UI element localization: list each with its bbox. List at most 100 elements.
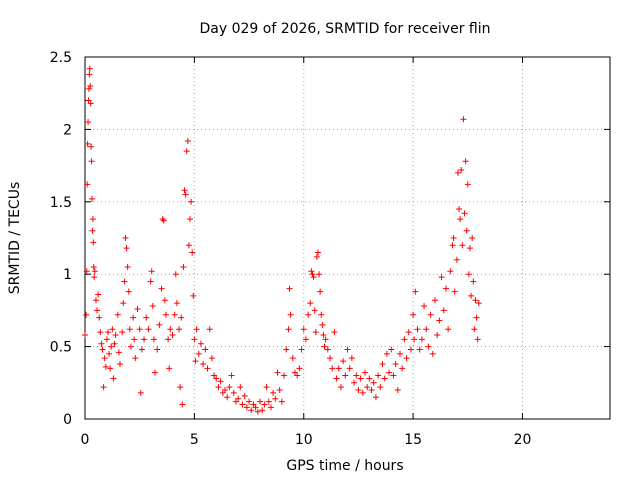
- data-point: [399, 365, 406, 372]
- data-point: [423, 326, 430, 333]
- data-point: [294, 372, 301, 379]
- data-point: [403, 355, 410, 362]
- data-point: [185, 242, 192, 249]
- data-point: [307, 300, 314, 307]
- data-point: [267, 404, 274, 411]
- y-tick-label: 0.5: [50, 340, 72, 356]
- data-point: [111, 340, 118, 347]
- data-point: [178, 314, 185, 321]
- data-point: [88, 143, 95, 150]
- y-tick-label: 0: [63, 412, 72, 428]
- data-point: [337, 384, 344, 391]
- data-point: [134, 305, 141, 312]
- x-axis-label: GPS time / hours: [286, 458, 403, 474]
- data-point: [152, 369, 158, 376]
- data-point: [322, 336, 329, 343]
- data-point: [86, 65, 93, 72]
- data-point: [377, 384, 384, 391]
- data-points: [82, 65, 482, 415]
- data-point: [362, 369, 368, 376]
- data-point: [425, 343, 432, 350]
- data-point: [252, 404, 259, 411]
- data-point: [213, 375, 220, 382]
- data-point: [91, 274, 98, 281]
- data-point: [181, 187, 188, 194]
- data-point: [176, 326, 183, 333]
- data-point: [106, 350, 113, 357]
- data-point: [436, 317, 443, 324]
- data-point: [83, 311, 90, 318]
- data-point: [149, 303, 156, 310]
- data-point: [296, 365, 303, 372]
- data-point: [183, 148, 190, 155]
- data-point: [472, 297, 479, 304]
- data-point: [405, 329, 412, 336]
- data-point: [102, 363, 109, 370]
- data-point: [379, 360, 386, 367]
- grid-lines: [85, 57, 610, 419]
- data-point: [327, 355, 333, 362]
- data-point: [310, 274, 317, 281]
- data-point: [132, 355, 139, 362]
- data-point: [89, 195, 95, 202]
- data-point: [465, 271, 472, 278]
- data-point: [248, 407, 255, 414]
- data-point: [412, 288, 419, 295]
- data-point: [464, 181, 471, 188]
- data-point: [94, 307, 101, 314]
- data-point: [98, 340, 105, 347]
- data-point: [141, 336, 148, 343]
- y-tick-labels: 0 0.5 1 1.5 2 2.5: [50, 50, 72, 428]
- data-point: [95, 291, 102, 298]
- data-point: [90, 239, 97, 246]
- data-point: [454, 169, 461, 176]
- data-point: [187, 216, 193, 223]
- data-point: [390, 372, 397, 379]
- data-point: [87, 100, 94, 107]
- data-point: [91, 268, 98, 275]
- data-point: [85, 85, 92, 92]
- data-point: [86, 71, 93, 78]
- data-point: [368, 387, 375, 394]
- data-point: [84, 181, 91, 188]
- data-point: [355, 387, 362, 394]
- data-point: [442, 285, 449, 292]
- data-point: [461, 210, 468, 217]
- data-point: [154, 346, 161, 353]
- data-point: [160, 217, 167, 224]
- data-point: [383, 350, 390, 357]
- data-point: [162, 311, 169, 318]
- data-point: [470, 278, 477, 285]
- data-point: [123, 245, 130, 252]
- data-point: [309, 271, 316, 278]
- data-point: [287, 311, 294, 318]
- data-point: [121, 278, 128, 285]
- data-point: [335, 365, 342, 372]
- data-point: [416, 346, 423, 353]
- data-point: [392, 360, 399, 367]
- data-point: [414, 326, 421, 333]
- data-point: [473, 314, 480, 321]
- data-point: [351, 379, 358, 386]
- data-point: [342, 372, 349, 379]
- data-point: [147, 278, 154, 285]
- data-point: [261, 401, 268, 408]
- data-point: [259, 407, 266, 414]
- data-point: [372, 394, 379, 401]
- data-point: [321, 343, 328, 350]
- data-point: [407, 346, 414, 353]
- data-point: [83, 268, 90, 275]
- data-point: [432, 297, 438, 304]
- data-point: [427, 311, 434, 318]
- data-point: [272, 395, 279, 402]
- data-point: [283, 346, 290, 353]
- data-point: [311, 307, 318, 314]
- data-point: [317, 288, 324, 295]
- data-point: [100, 384, 107, 391]
- data-point: [329, 365, 336, 372]
- data-point: [344, 346, 351, 353]
- data-point: [101, 355, 108, 362]
- data-point: [246, 398, 253, 405]
- data-point: [112, 332, 119, 339]
